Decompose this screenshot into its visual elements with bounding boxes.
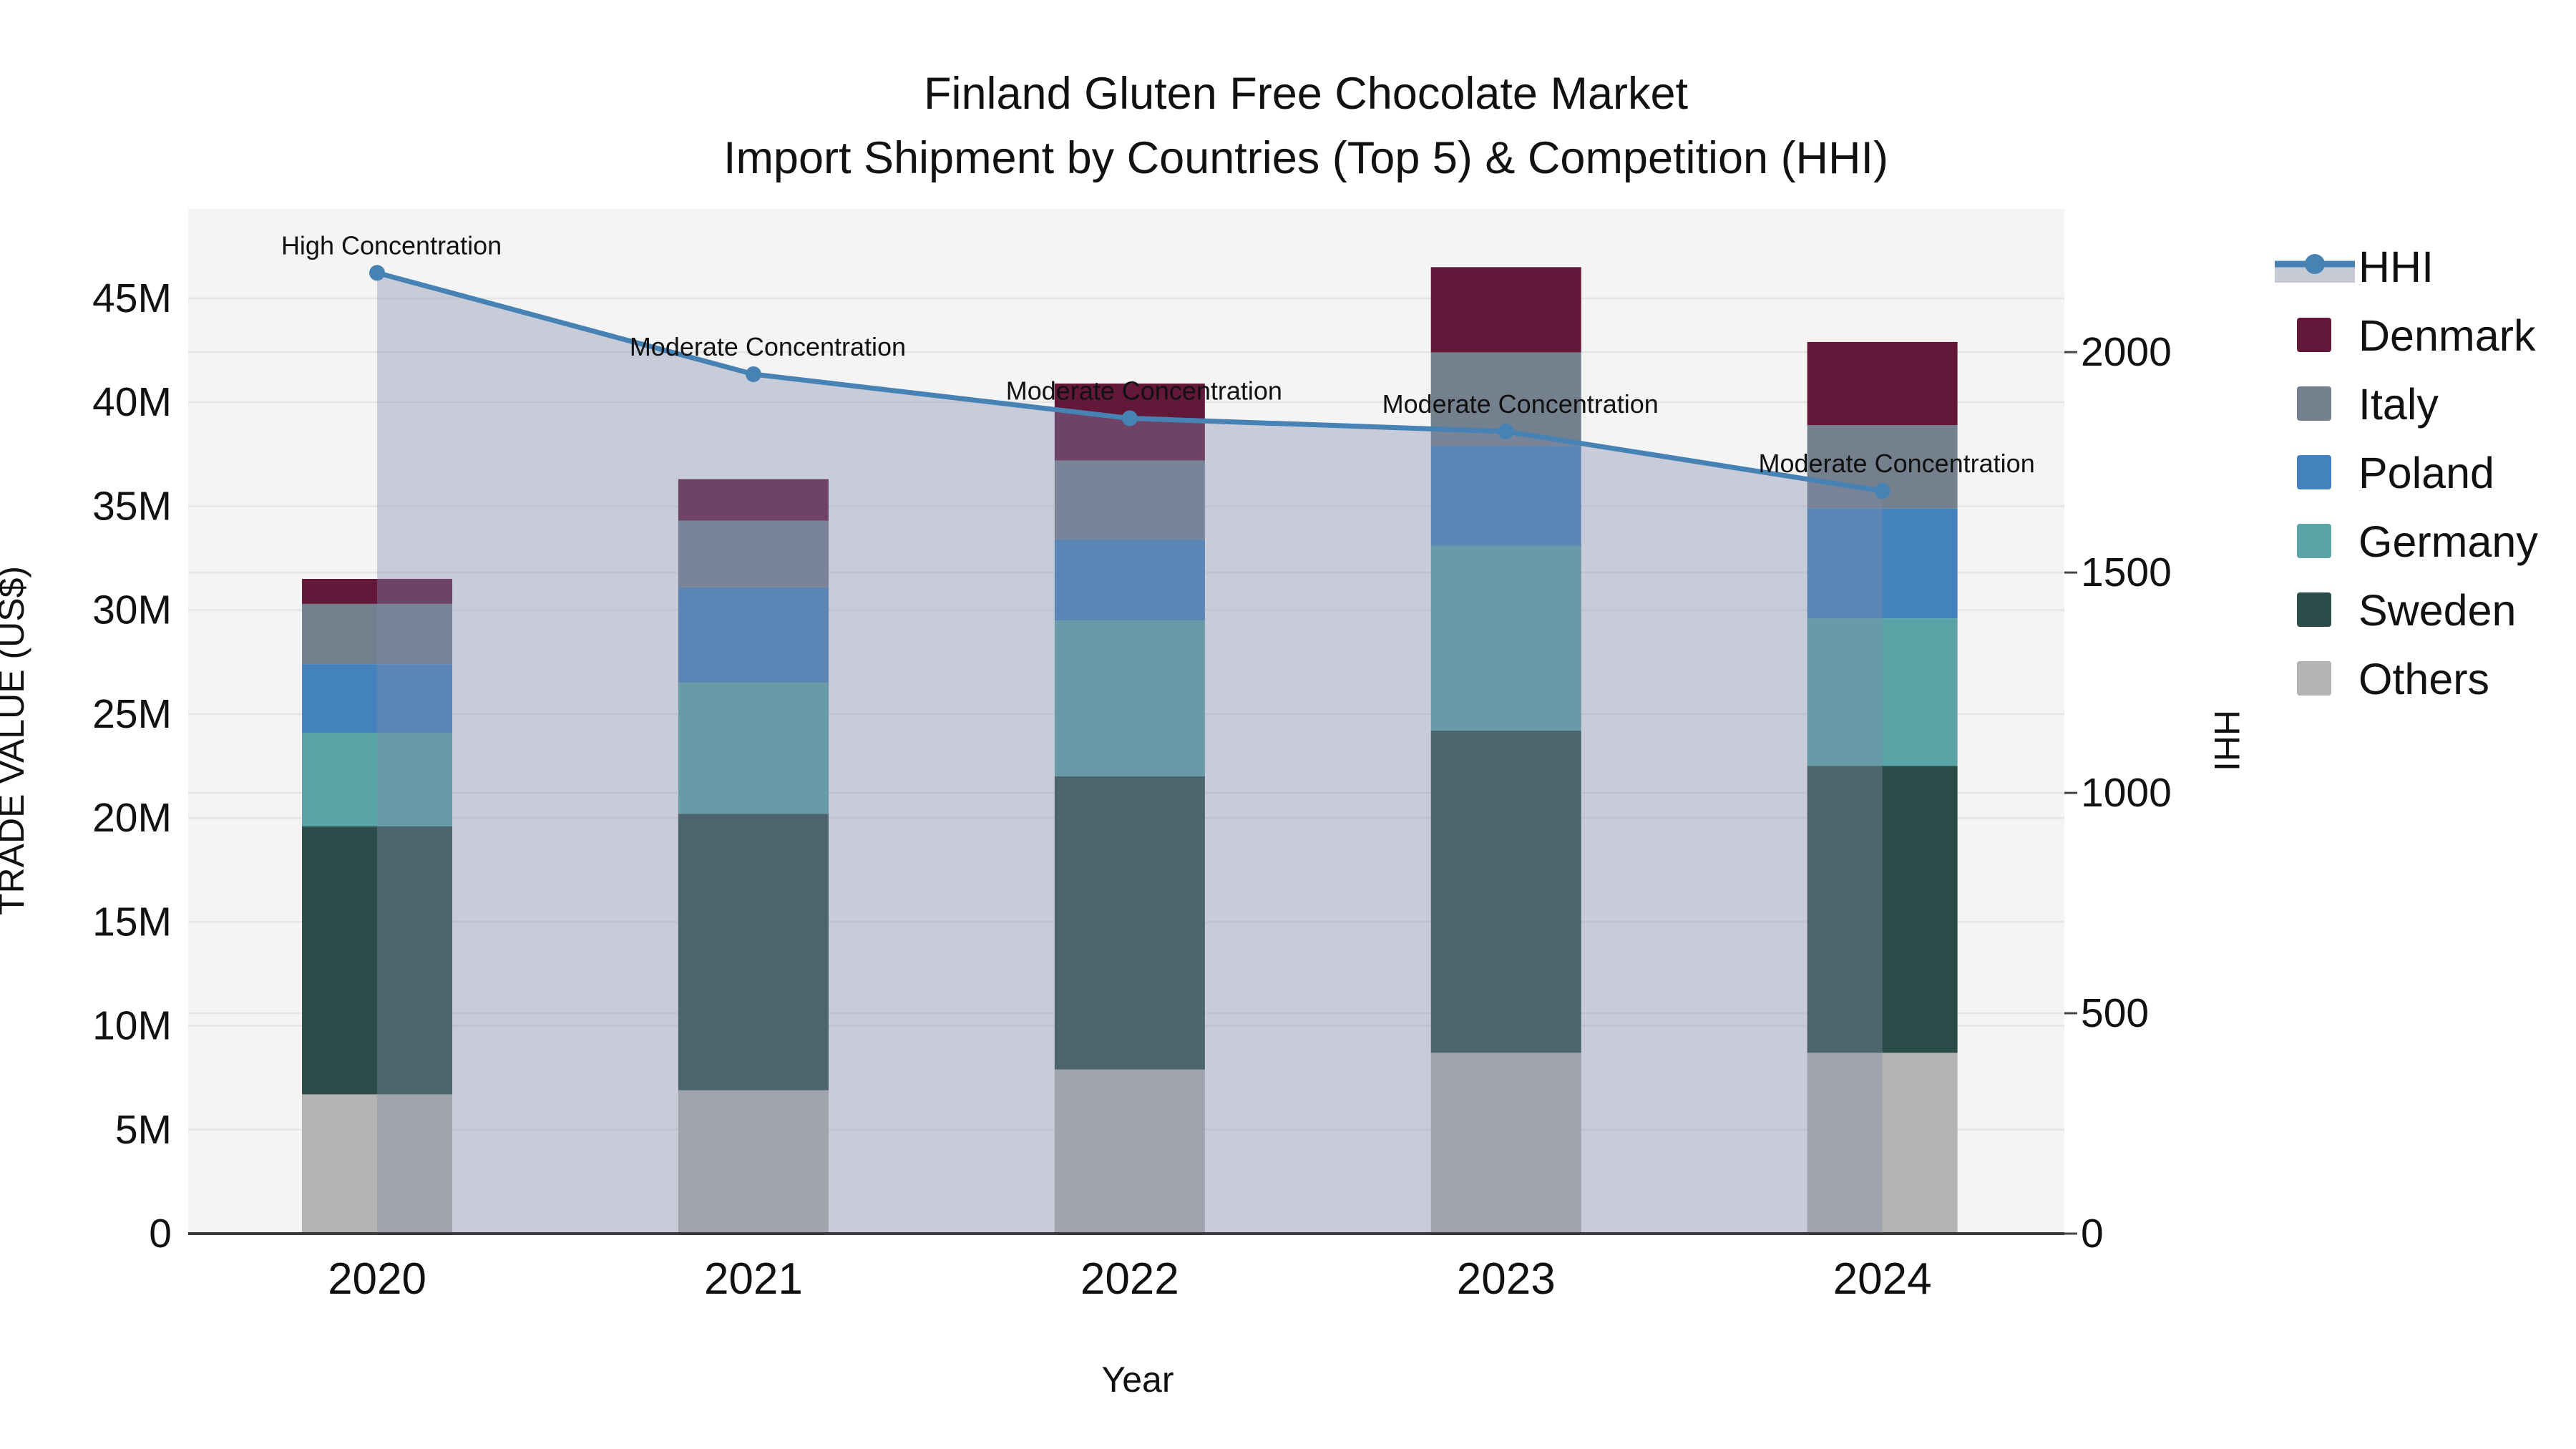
legend-color-swatch-italy [2297, 386, 2331, 421]
bar-segment-poland-2023 [1430, 446, 1581, 546]
bar-segment-sweden-2023 [1430, 731, 1581, 1053]
y-right-axis-title: HHI [2207, 710, 2247, 771]
legend-item-sweden[interactable]: Sweden [2297, 586, 2516, 635]
bar-segment-denmark-2023 [1430, 267, 1581, 353]
legend-label-sweden: Sweden [2358, 586, 2516, 635]
bar-segment-germany-2020 [302, 732, 453, 826]
x-axis-title: Year [1101, 1360, 1174, 1400]
y-right-tick-label: 2000 [2081, 329, 2172, 375]
legend-label-italy: Italy [2358, 380, 2439, 429]
bar-segment-others-2024 [1807, 1053, 1958, 1234]
bar-segment-poland-2022 [1054, 539, 1205, 621]
chart-title-line1: Finland Gluten Free Chocolate Market [924, 69, 1689, 119]
x-tick-label-2024: 2024 [1833, 1254, 1932, 1304]
y-left-tick-label: 25M [92, 691, 172, 737]
bar-2023 [1430, 267, 1581, 1234]
bar-segment-denmark-2020 [302, 579, 453, 604]
legend-label-denmark: Denmark [2358, 311, 2536, 360]
bar-segment-italy-2021 [678, 520, 829, 587]
bar-segment-poland-2020 [302, 664, 453, 733]
bar-segment-germany-2024 [1807, 618, 1958, 766]
legend-color-swatch-sweden [2297, 592, 2331, 627]
y-left-tick-label: 30M [92, 587, 172, 633]
bar-segment-sweden-2021 [678, 814, 829, 1091]
chart-title-line2: Import Shipment by Countries (Top 5) & C… [723, 133, 1888, 183]
y-left-tick-label: 5M [115, 1107, 172, 1153]
stacked-bars [302, 267, 1958, 1234]
y-left-tick-label: 35M [92, 483, 172, 529]
y-right-tick-label: 1500 [2081, 550, 2172, 595]
bar-segment-poland-2024 [1807, 508, 1958, 619]
bar-segment-germany-2021 [678, 683, 829, 814]
hhi-point-2021 [745, 366, 761, 382]
bar-segment-sweden-2024 [1807, 766, 1958, 1053]
hhi-point-2023 [1498, 424, 1514, 440]
annotation-2024: Moderate Concentration [1758, 449, 2034, 478]
legend-color-swatch-others [2297, 661, 2331, 696]
legend-label-others: Others [2358, 655, 2489, 703]
y-right-tick-label: 1000 [2081, 770, 2172, 816]
legend-hhi-marker-swatch [2305, 254, 2325, 274]
bar-segment-germany-2023 [1430, 545, 1581, 731]
bar-2022 [1054, 383, 1205, 1234]
legend-item-germany[interactable]: Germany [2297, 517, 2538, 566]
legend-item-others[interactable]: Others [2297, 655, 2489, 703]
legend-label-germany: Germany [2358, 517, 2538, 566]
bar-segment-sweden-2022 [1054, 776, 1205, 1070]
y-left-tick-label: 40M [92, 379, 172, 425]
annotation-2023: Moderate Concentration [1382, 389, 1659, 419]
legend-item-hhi[interactable]: HHI [2275, 243, 2434, 291]
bar-segment-germany-2022 [1054, 620, 1205, 776]
bar-segment-poland-2021 [678, 587, 829, 683]
legend-item-poland[interactable]: Poland [2297, 449, 2494, 497]
y-right-tick-label: 0 [2081, 1211, 2104, 1257]
hhi-point-2024 [1874, 483, 1890, 499]
hhi-point-2020 [369, 265, 386, 281]
y-left-tick-label: 0 [149, 1211, 172, 1257]
axis-ticks: 0 5M 10M 15M 20M 25M 30M 35M 40M 45M 0 500 1000 1500 2… [92, 275, 2172, 1304]
hhi-area-fill [377, 273, 1883, 1234]
legend-color-swatch-germany [2297, 524, 2331, 558]
annotation-2020: High Concentration [281, 230, 502, 260]
hhi-point-2022 [1121, 410, 1138, 426]
legend: HHI Denmark Italy Poland Germany Sweden Others [2275, 243, 2538, 703]
bar-segment-denmark-2021 [678, 479, 829, 521]
bar-segment-italy-2022 [1054, 460, 1205, 540]
y-left-axis-title: TRADE VALUE (US$) [0, 566, 31, 915]
y-left-tick-label: 15M [92, 899, 172, 945]
bar-segment-denmark-2024 [1807, 341, 1958, 426]
legend-color-swatch-poland [2297, 455, 2331, 489]
x-tick-label-2020: 2020 [328, 1254, 426, 1304]
legend-label-poland: Poland [2358, 449, 2494, 497]
y-left-tick-label: 10M [92, 1003, 172, 1049]
x-tick-label-2021: 2021 [704, 1254, 803, 1304]
bar-2021 [678, 479, 829, 1234]
bar-segment-others-2020 [302, 1094, 453, 1234]
legend-label-hhi: HHI [2358, 243, 2434, 291]
annotation-2021: Moderate Concentration [630, 332, 906, 361]
annotations: High Concentration Moderate Concentration… [281, 230, 2035, 478]
bar-segment-italy-2020 [302, 603, 453, 665]
bar-segment-others-2022 [1054, 1069, 1205, 1234]
bar-2024 [1807, 341, 1958, 1234]
bar-segment-others-2021 [678, 1090, 829, 1234]
bar-segment-sweden-2020 [302, 826, 453, 1095]
hhi-markers [369, 265, 1890, 499]
y-left-tick-label: 20M [92, 795, 172, 841]
legend-item-denmark[interactable]: Denmark [2297, 311, 2536, 360]
legend-item-italy[interactable]: Italy [2297, 380, 2439, 429]
y-right-tick-label: 500 [2081, 990, 2149, 1036]
annotation-2022: Moderate Concentration [1006, 376, 1282, 406]
legend-color-swatch-denmark [2297, 318, 2331, 352]
x-tick-label-2022: 2022 [1080, 1254, 1179, 1304]
x-tick-label-2023: 2023 [1457, 1254, 1556, 1304]
y-left-tick-label: 45M [92, 275, 172, 321]
bar-segment-others-2023 [1430, 1053, 1581, 1234]
bar-2020 [302, 579, 453, 1234]
